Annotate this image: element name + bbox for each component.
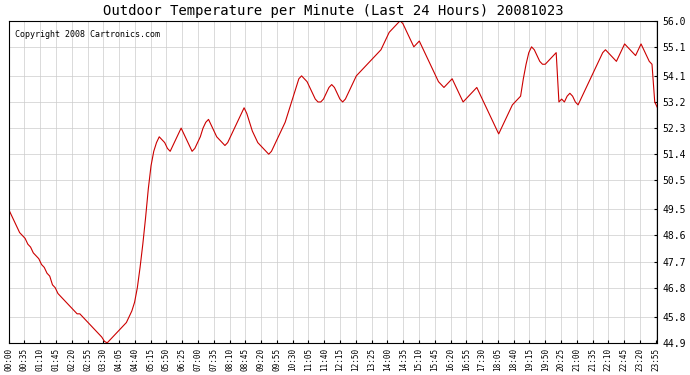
Text: Copyright 2008 Cartronics.com: Copyright 2008 Cartronics.com: [15, 30, 160, 39]
Title: Outdoor Temperature per Minute (Last 24 Hours) 20081023: Outdoor Temperature per Minute (Last 24 …: [103, 4, 563, 18]
